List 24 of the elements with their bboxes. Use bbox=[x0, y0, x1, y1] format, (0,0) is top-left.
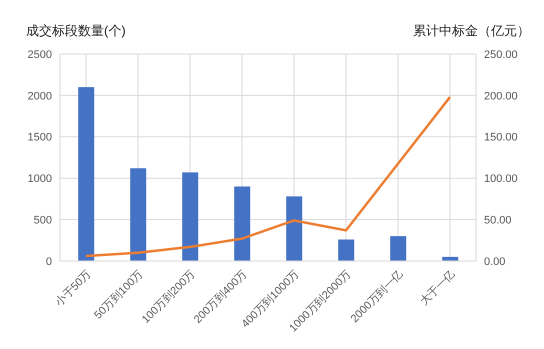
y2-tick-label: 50.00 bbox=[484, 214, 512, 227]
y-tick-label: 500 bbox=[34, 214, 52, 227]
y2-tick-label: 250.00 bbox=[484, 48, 518, 61]
y-tick-label: 1500 bbox=[28, 132, 52, 144]
bar bbox=[78, 87, 94, 261]
y-axis-title: 成交标段数量(个) bbox=[26, 22, 126, 40]
bar bbox=[286, 196, 302, 261]
y-tick-label: 0 bbox=[46, 256, 52, 268]
y-tick-label: 2000 bbox=[28, 90, 52, 102]
bar bbox=[338, 239, 354, 261]
x-tick-label: 小于50万 bbox=[52, 267, 94, 309]
y2-tick-label: 200.00 bbox=[484, 90, 518, 102]
bar bbox=[182, 172, 198, 261]
y2-tick-label: 100.00 bbox=[484, 173, 518, 186]
y2-tick-label: 150.00 bbox=[484, 132, 518, 144]
x-tick-label: 大于一亿 bbox=[417, 267, 458, 308]
bar bbox=[390, 236, 406, 261]
bar bbox=[130, 168, 146, 261]
y-tick-label: 1000 bbox=[28, 173, 52, 186]
y2-tick-label: 0.00 bbox=[484, 256, 506, 268]
bar bbox=[234, 186, 250, 261]
y-tick-label: 2500 bbox=[28, 48, 52, 61]
line-series bbox=[84, 96, 452, 258]
y2-axis-title: 累计中标金（亿元） bbox=[413, 22, 530, 40]
